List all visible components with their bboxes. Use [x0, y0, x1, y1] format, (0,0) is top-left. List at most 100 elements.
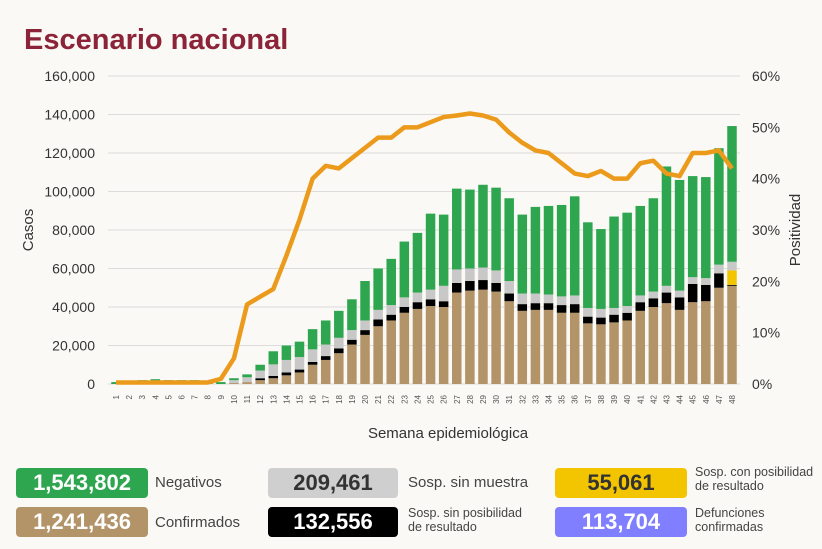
x-tick-label: 25 [427, 394, 436, 403]
bar-sin-posibilidad [294, 369, 305, 373]
bar-sin-posibilidad [714, 273, 724, 288]
bar-sin-muestra [229, 380, 239, 384]
y-tick-label: 140,000 [44, 107, 95, 123]
page-title: Escenario nacional [24, 24, 289, 56]
bar-confirmados [556, 312, 567, 384]
bar-negativos [386, 258, 396, 306]
bar-confirmados [701, 301, 711, 384]
bar-negativos [596, 229, 606, 309]
bar-sin-posibilidad [320, 356, 331, 360]
y-tick-label: 60,000 [52, 261, 95, 277]
x-tick-label: 45 [689, 394, 698, 403]
label-defunciones: Defunciones confirmadas [695, 506, 765, 534]
bar-sin-muestra [556, 296, 567, 306]
x-tick-label: 39 [610, 394, 619, 403]
x-tick-label: 34 [545, 394, 554, 403]
bar-sin-posibilidad [491, 282, 501, 292]
bar-sin-posibilidad [701, 284, 711, 302]
x-tick-label: 15 [295, 394, 304, 403]
bar-sin-posibilidad [569, 304, 580, 313]
x-tick-label: 31 [505, 394, 514, 403]
bar-confirmados [373, 326, 383, 384]
bar-confirmados [609, 322, 619, 384]
value: 209,461 [293, 470, 373, 495]
bar-confirmados [425, 306, 436, 384]
bar-confirmados [242, 382, 252, 384]
bar-negativos [491, 187, 501, 271]
bar-confirmados [334, 353, 344, 384]
bar-confirmados [727, 285, 737, 384]
y-tick-label: 80,000 [52, 222, 95, 238]
x-tick-label: 10 [230, 394, 239, 403]
bar-sin-posibilidad [281, 372, 292, 376]
tile-negativos: 1,543,802 [16, 468, 148, 498]
x-tick-label: 33 [531, 394, 540, 403]
tile-confirmados: 1,241,436 [16, 507, 148, 537]
value: 55,061 [587, 470, 655, 495]
bar-sin-posibilidad [268, 375, 279, 379]
bar-negativos [478, 184, 488, 268]
bar-sin-muestra [609, 307, 619, 315]
x-tick-label: 11 [243, 394, 252, 403]
x-tick-label: 36 [571, 394, 580, 403]
bar-confirmados [714, 287, 724, 384]
bar-sin-posibilidad [386, 314, 396, 321]
x-tick-label: 40 [623, 394, 632, 403]
bar-confirmados [307, 364, 318, 384]
bar-negativos [543, 205, 554, 295]
bar-negativos [727, 126, 737, 262]
x-tick-label: 22 [387, 394, 396, 403]
bar-negativos [347, 299, 357, 331]
x-tick-label: 17 [322, 394, 331, 403]
bar-negativos [425, 213, 436, 290]
bar-sin-muestra [543, 294, 554, 304]
bar-confirmados [543, 309, 554, 384]
x-tick-label: 41 [636, 394, 645, 403]
y2-tick-label: 10% [752, 325, 780, 341]
bar-sin-posibilidad [478, 280, 488, 290]
bar-sin-posibilidad [255, 378, 265, 381]
y2-axis-label: Positividad [787, 194, 804, 267]
y-tick-label: 160,000 [44, 68, 95, 84]
bar-confirmados [491, 291, 501, 384]
x-tick-label: 44 [676, 394, 685, 403]
bar-confirmados [386, 320, 396, 384]
bar-sin-posibilidad [517, 304, 528, 311]
bar-negativos [268, 351, 279, 365]
bar-sin-muestra [596, 308, 606, 318]
bar-confirmados [569, 312, 580, 384]
line-positividad [116, 111, 734, 385]
bar-negativos [648, 198, 659, 292]
bar-sin-muestra [701, 278, 711, 285]
x-tick-label: 2 [125, 394, 134, 399]
bar-confirmados [268, 378, 279, 384]
bar-negativos [569, 196, 580, 296]
bar-negativos [216, 382, 226, 384]
bar-confirmados [360, 334, 370, 384]
bar-sin-muestra [648, 291, 659, 299]
bar-sin-posibilidad [465, 281, 475, 291]
bar-sin-posibilidad [438, 301, 449, 307]
bar-confirmados [281, 375, 292, 384]
x-tick-label: 30 [492, 394, 501, 403]
x-tick-label: 8 [204, 394, 213, 399]
bar-sin-posibilidad [635, 302, 646, 311]
bar-negativos [635, 205, 646, 296]
bar-sin-muestra [268, 364, 279, 376]
x-tick-label: 1 [112, 394, 121, 399]
bar-negativos [504, 198, 514, 282]
bar-confirmados [294, 372, 305, 384]
y-tick-label: 40,000 [52, 299, 95, 315]
bar-sin-muestra [727, 261, 737, 271]
y-tick-label: 0 [87, 376, 95, 392]
x-tick-label: 16 [309, 394, 318, 403]
x-tick-label: 7 [191, 394, 200, 399]
x-tick-label: 24 [413, 394, 422, 403]
x-tick-label: 21 [374, 394, 383, 403]
bar-confirmados [438, 307, 449, 384]
x-tick-label: 26 [440, 394, 449, 403]
bar-negativos [373, 268, 383, 310]
label-sin-muestra: Sosp. sin muestra [408, 474, 529, 491]
y2-tick-label: 20% [752, 273, 780, 289]
bar-sin-muestra [635, 295, 646, 303]
